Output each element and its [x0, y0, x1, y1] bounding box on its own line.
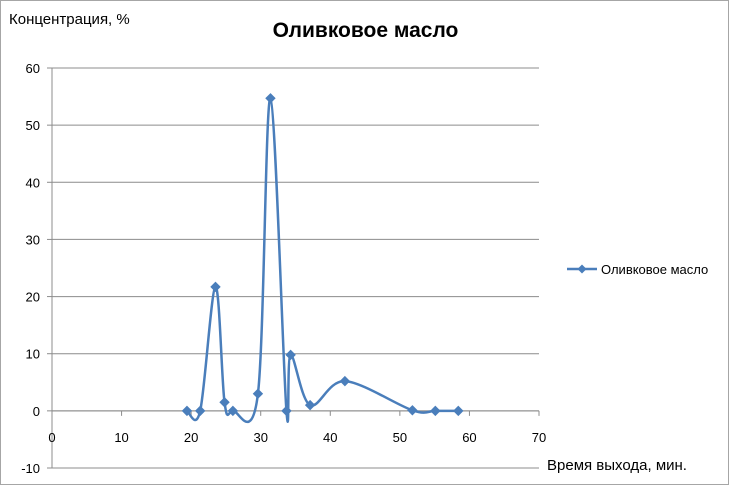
legend-marker — [577, 264, 587, 274]
data-point — [453, 405, 464, 417]
data-point — [227, 405, 239, 417]
x-tick-label: 70 — [532, 430, 546, 445]
x-tick-label: 50 — [393, 430, 407, 445]
x-tick-label: 60 — [462, 430, 476, 445]
legend-label: Оливковое масло — [601, 262, 708, 277]
y-tick-label: 0 — [33, 404, 40, 419]
x-tick-label: 20 — [184, 430, 198, 445]
data-point — [265, 93, 276, 104]
data-point — [219, 397, 230, 408]
y-tick-label: 10 — [26, 347, 40, 362]
y-tick-label: 60 — [26, 61, 40, 76]
data-point — [304, 399, 316, 411]
data-point — [407, 405, 418, 416]
data-point — [430, 405, 441, 417]
data-point — [210, 281, 221, 293]
x-axis-label: Время выхода, мин. — [547, 457, 687, 474]
series-line — [185, 97, 459, 424]
data-point — [339, 375, 351, 387]
x-tick-label: 40 — [323, 430, 337, 445]
x-tick-label: 30 — [253, 430, 267, 445]
y-tick-label: 50 — [26, 118, 40, 133]
y-tick-label: 40 — [26, 175, 40, 190]
y-tick-label: 30 — [26, 232, 40, 247]
data-point — [252, 388, 264, 399]
chart-title: Оливковое масло — [272, 19, 459, 42]
y-tick-label: 20 — [26, 290, 40, 305]
y-axis-label: Концентрация, % — [9, 11, 130, 28]
data-point — [281, 405, 292, 417]
data-point — [181, 405, 193, 417]
x-tick-label: 10 — [114, 430, 128, 445]
data-point — [285, 349, 296, 361]
data-point — [194, 405, 206, 417]
y-tick-label: -10 — [21, 461, 40, 476]
x-tick-label: 0 — [48, 430, 55, 445]
